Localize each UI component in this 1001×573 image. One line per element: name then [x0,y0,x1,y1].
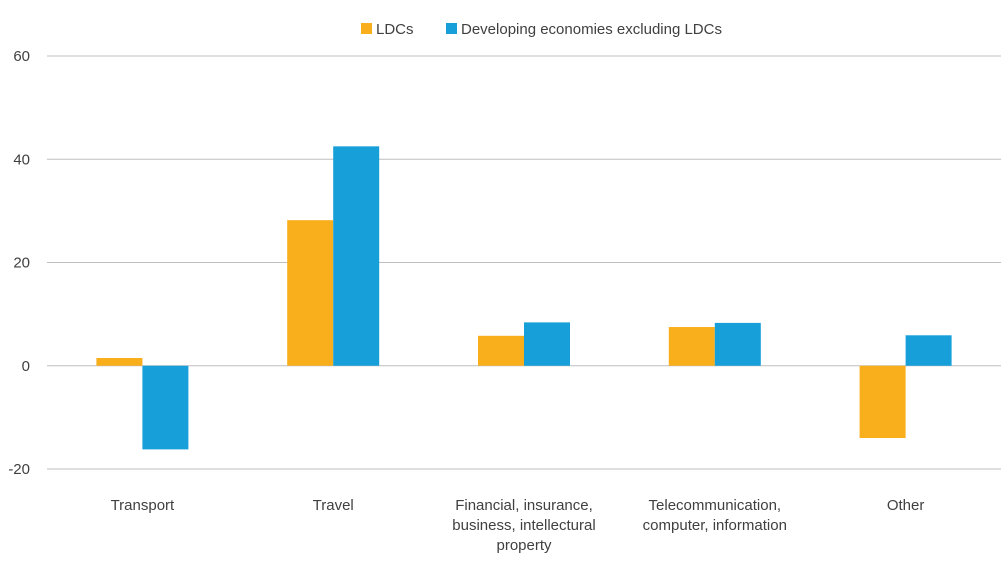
bar-ldcs [96,358,143,366]
x-category-label: property [496,537,552,554]
bar-ldcs [478,335,524,366]
y-tick-label: -20 [8,461,30,478]
bar-developing-excl-ldcs [524,322,570,366]
y-tick-label: 20 [13,255,30,272]
gridlines [47,55,1001,470]
x-category-label: Travel [313,497,354,514]
x-category-label: Telecommunication, [649,497,782,514]
y-tick-label: 0 [22,358,30,375]
axis-labels: -20 0 20 40 60 Transport Travel Financial, insu… [8,48,924,554]
bar-developing-excl-ldcs [142,365,189,450]
legend-label: Developing economies excluding LDCs [461,21,722,38]
x-category-label: Other [887,497,925,514]
legend-swatch [361,23,372,34]
bar-developing-excl-ldcs [714,322,761,366]
bar-developing-excl-ldcs [333,146,380,366]
legend-label: LDCs [376,21,414,38]
bar-ldcs [859,365,906,439]
y-tick-label: 40 [13,151,30,168]
bar-ldcs [287,220,334,366]
legend: LDCs Developing economies excluding LDCs [361,21,722,38]
x-category-label: Financial, insurance, [455,497,593,514]
x-category-label: computer, information [643,517,787,534]
bar-developing-excl-ldcs [905,335,952,366]
x-category-label: Transport [111,497,175,514]
bars [96,146,952,450]
bar-ldcs [668,327,715,366]
x-category-label: business, intellectural [452,517,595,534]
y-tick-label: 60 [13,48,30,65]
legend-swatch [446,23,457,34]
